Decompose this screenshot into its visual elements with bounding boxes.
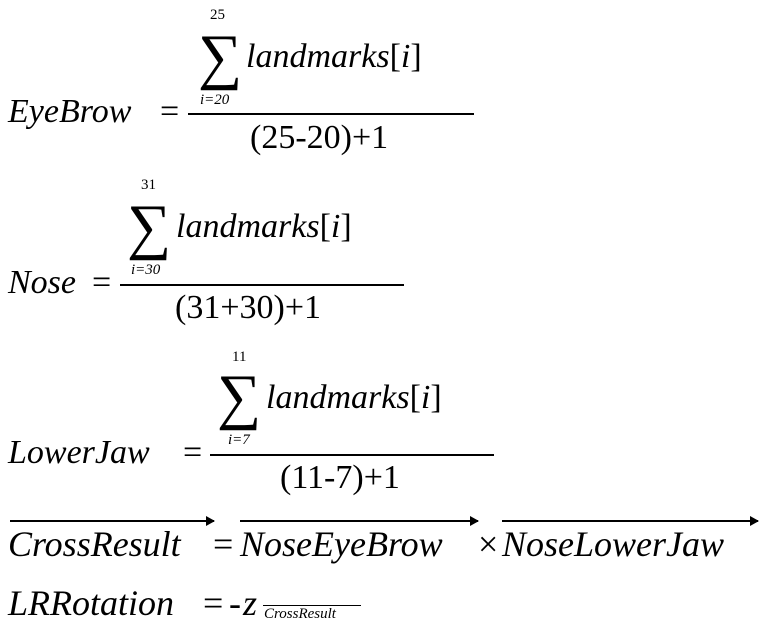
lowerjaw-fraction-bar bbox=[210, 454, 494, 456]
nose-equals: = bbox=[92, 264, 112, 301]
subscript-overline bbox=[263, 605, 361, 607]
nose-summand: landmarks[i] bbox=[176, 208, 352, 245]
noselowerjaw-vector: NoseLowerJaw bbox=[502, 524, 725, 564]
noseeyebrow-vector-arrow bbox=[240, 516, 479, 525]
lowerjaw-lhs: LowerJaw bbox=[8, 434, 150, 471]
lowerjaw-lower-limit: i=7 bbox=[228, 432, 250, 448]
lowerjaw-equals: = bbox=[183, 434, 203, 471]
nose-denominator: (31+30)+1 bbox=[175, 289, 321, 326]
nose-fraction-bar bbox=[120, 284, 404, 286]
nose-lhs: Nose bbox=[8, 264, 76, 301]
crossresult-lhs: CrossResult bbox=[8, 524, 181, 564]
nose-sigma: ∑ bbox=[127, 193, 172, 261]
eyebrow-summand: landmarks[i] bbox=[246, 38, 422, 75]
eyebrow-lower-limit: i=20 bbox=[200, 92, 230, 108]
lowerjaw-summand: landmarks[i] bbox=[266, 379, 442, 416]
eyebrow-upper-limit: 25 bbox=[210, 7, 225, 23]
noseeyebrow-vector: NoseEyeBrow bbox=[240, 524, 443, 564]
lowerjaw-denominator: (11-7)+1 bbox=[280, 459, 400, 496]
crossresult-equals: = bbox=[213, 524, 234, 564]
cross-product-operator: × bbox=[478, 524, 499, 564]
lrrotation-minus: - bbox=[229, 583, 241, 623]
lrrotation-subscript: CrossResult bbox=[264, 606, 336, 622]
eyebrow-equals: = bbox=[160, 93, 180, 130]
eyebrow-lhs: EyeBrow bbox=[8, 93, 132, 130]
lrrotation-z: z bbox=[243, 583, 258, 623]
eyebrow-sigma: ∑ bbox=[198, 23, 243, 91]
lrrotation-lhs: LRRotation bbox=[8, 583, 175, 623]
eyebrow-fraction-bar bbox=[188, 113, 474, 115]
nose-lower-limit: i=30 bbox=[131, 262, 161, 278]
eyebrow-denominator: (25-20)+1 bbox=[250, 119, 389, 156]
lowerjaw-upper-limit: 11 bbox=[232, 349, 247, 365]
lrrotation-equals: = bbox=[203, 583, 224, 623]
lowerjaw-sigma: ∑ bbox=[217, 363, 262, 431]
crossresult-vector-arrow bbox=[10, 516, 215, 525]
noselowerjaw-vector-arrow bbox=[502, 516, 759, 525]
nose-upper-limit: 31 bbox=[141, 177, 156, 193]
